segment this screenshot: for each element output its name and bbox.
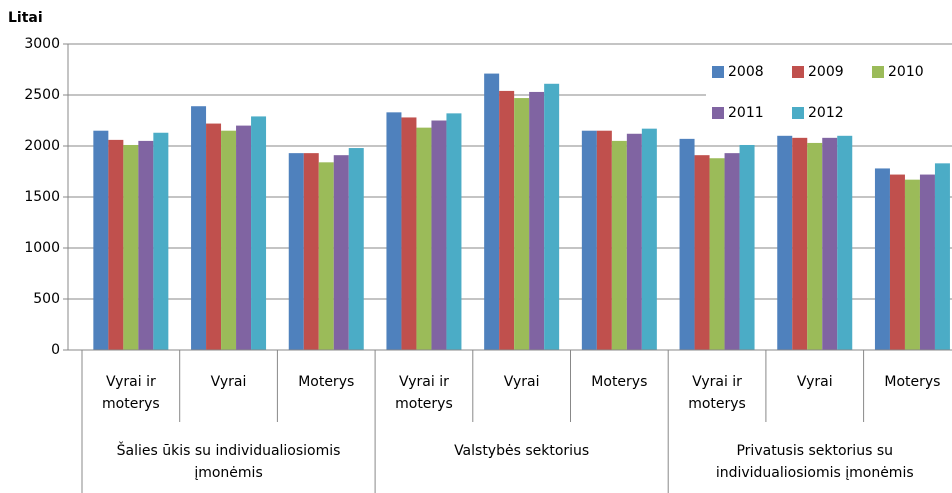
bar <box>904 179 920 350</box>
bar <box>694 155 710 350</box>
legend-label: 2008 <box>728 64 764 80</box>
bar <box>874 168 890 350</box>
y-tick-label: 1500 <box>24 189 60 205</box>
group-label: Valstybės sektorius <box>454 443 590 459</box>
bar <box>807 142 823 350</box>
x-tick-label: Vyrai ir moterys <box>395 374 453 412</box>
bar <box>544 83 560 350</box>
y-tick-label: 0 <box>51 342 60 358</box>
bar <box>709 158 725 350</box>
bar <box>108 139 124 350</box>
bar <box>153 132 169 350</box>
bar <box>303 153 319 350</box>
bar <box>191 106 207 350</box>
y-tick-label: 2000 <box>24 138 60 154</box>
group-label: Privatusis sektorius su individualiosiom… <box>715 443 914 481</box>
bar <box>288 153 304 350</box>
legend-swatch <box>712 107 724 119</box>
x-tick-label: Vyrai ir moterys <box>102 374 160 412</box>
legend-label: 2011 <box>728 105 764 121</box>
x-tick-label: Moterys <box>591 374 648 390</box>
bar <box>318 162 334 350</box>
bar <box>581 130 597 350</box>
legend-label: 2009 <box>808 64 844 80</box>
legend-swatch <box>712 66 724 78</box>
bar <box>251 116 267 350</box>
bar <box>889 174 905 350</box>
chart-title: Litai <box>8 10 43 26</box>
bar <box>416 127 432 350</box>
legend-box <box>706 56 952 128</box>
bar <box>679 138 695 350</box>
legend-label: 2010 <box>888 64 924 80</box>
bar <box>348 148 364 350</box>
legend-swatch <box>792 66 804 78</box>
x-tick-label: Vyrai <box>796 374 833 390</box>
legend-swatch <box>872 66 884 78</box>
bar <box>401 117 417 350</box>
x-tick-label: Vyrai <box>210 374 247 390</box>
bar <box>333 155 349 350</box>
bar <box>431 120 447 350</box>
bar <box>221 130 237 350</box>
bar <box>386 112 402 350</box>
bar <box>206 123 222 350</box>
y-tick-label: 1000 <box>24 240 60 256</box>
bar <box>514 98 530 350</box>
legend-swatch <box>792 107 804 119</box>
bar <box>822 137 838 350</box>
x-tick-label: Moterys <box>884 374 941 390</box>
y-tick-label: 3000 <box>24 36 60 52</box>
bar <box>611 140 627 350</box>
y-tick-label: 2500 <box>24 87 60 103</box>
bar <box>837 135 853 350</box>
bar <box>777 135 793 350</box>
group-label: Šalies ūkis su individualiosiomis įmonėm… <box>116 443 341 481</box>
bar <box>641 128 657 350</box>
bar <box>138 140 154 350</box>
bar <box>93 130 109 350</box>
bar <box>596 130 612 350</box>
bar <box>484 73 500 350</box>
bar <box>724 153 740 350</box>
bar <box>739 144 755 350</box>
x-tick-label: Moterys <box>298 374 355 390</box>
x-tick-label: Vyrai ir moterys <box>688 374 746 412</box>
x-tick-label: Vyrai <box>503 374 540 390</box>
bar <box>499 90 515 351</box>
bar <box>123 144 139 350</box>
bar <box>792 137 808 350</box>
bar <box>446 113 462 350</box>
bar <box>529 91 545 350</box>
bar <box>934 163 950 350</box>
bar <box>626 133 642 350</box>
bar <box>919 174 935 350</box>
legend-label: 2012 <box>808 105 844 121</box>
bar <box>236 125 252 350</box>
y-tick-label: 500 <box>33 291 60 307</box>
